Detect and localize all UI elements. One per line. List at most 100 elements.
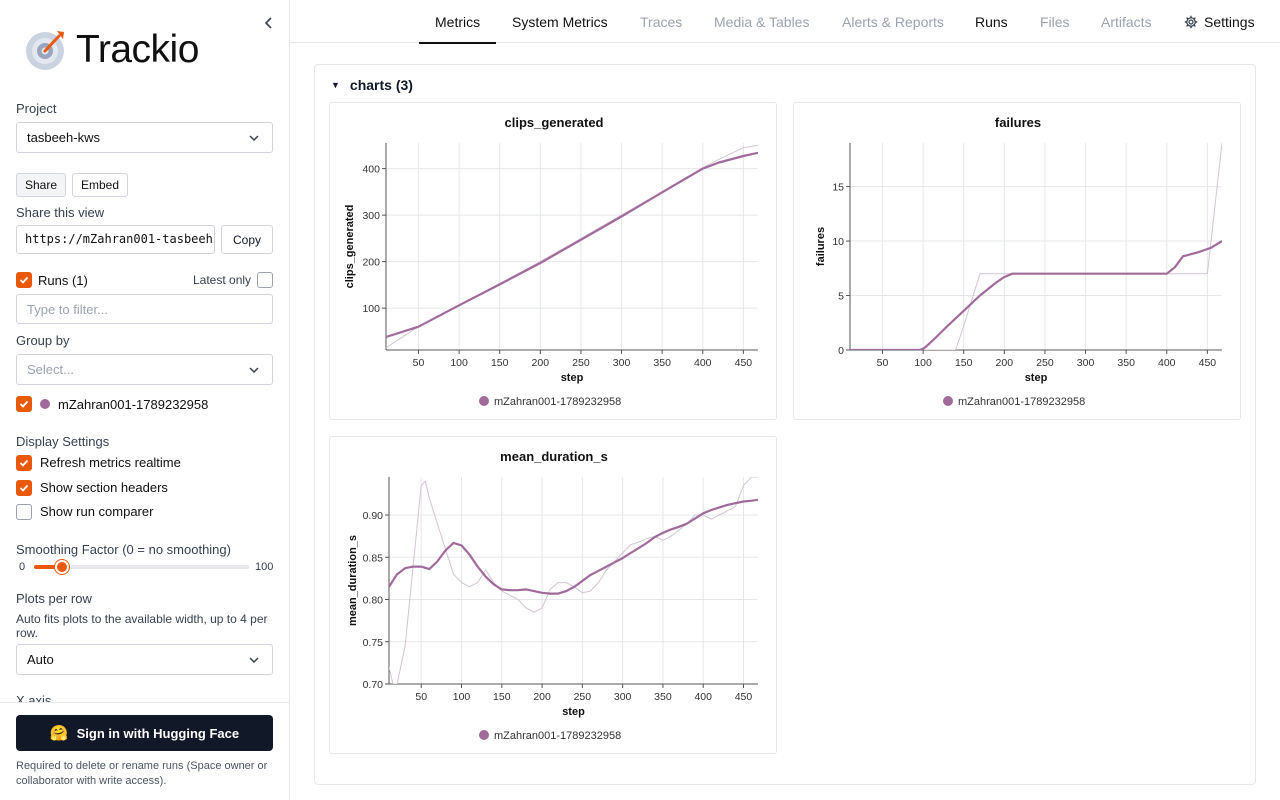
gear-icon [1184,15,1198,28]
y-tick-label: 300 [362,210,380,222]
latest-only-checkbox[interactable] [257,272,273,288]
tab-settings[interactable]: Settings [1184,0,1255,43]
embed-tab-button[interactable]: Embed [72,173,129,197]
settings-label: Settings [1204,13,1255,30]
project-label: Project [16,101,57,116]
y-tick-label: 0.75 [363,637,384,649]
share-view-label: Share this view [16,205,105,220]
x-tick-label: 350 [1117,357,1135,369]
legend-label: mZahran001-1789232958 [958,396,1085,408]
smoothing-slider[interactable] [34,560,249,574]
collapse-sidebar-button[interactable] [260,14,278,32]
smoothed-series-line [389,498,758,595]
section-headers-checkbox[interactable] [16,480,32,496]
smoothing-slider-fill [34,565,62,569]
smoothing-slider-thumb[interactable] [54,560,69,574]
smoothed-series-line [386,151,758,339]
runs-label: Runs (1) [38,273,88,288]
y-axis-label: failures [815,227,827,266]
legend-label: mZahran001-1789232958 [494,730,621,742]
latest-only-label: Latest only [193,273,252,287]
x-tick-label: 450 [735,691,753,703]
tab-media-tables[interactable]: Media & Tables [714,13,810,30]
tab-artifacts[interactable]: Artifacts [1101,13,1152,30]
plots-per-row-value: Auto [27,652,54,667]
x-tick-label: 300 [614,691,632,703]
project-select-value: tasbeeh-kws [27,130,100,145]
y-tick-label: 0 [838,345,844,357]
plots-per-row-select[interactable]: Auto [16,644,273,675]
chart-card-mean-duration: mean_duration_s 50 100 150 200 250 300 350 400 45… [329,436,777,754]
chart-card-failures: failures 50 100 150 200 250 300 350 400 450 0 5 10 15… [793,102,1241,420]
tab-system-metrics[interactable]: System Metrics [512,13,608,30]
check-icon [19,400,29,408]
y-axis-label: clips_generated [344,205,356,289]
tab-metrics[interactable]: Metrics [418,0,497,44]
x-tick-label: 250 [574,691,592,703]
legend-marker [479,396,489,406]
x-axis-label: step [1025,372,1048,384]
raw-series-line [386,144,758,349]
charts-panel: ▼ charts (3) [314,64,1256,785]
tab-alerts-reports[interactable]: Alerts & Reports [842,13,944,30]
sign-in-hugging-face-button[interactable]: 🤗 Sign in with Hugging Face [16,715,273,751]
x-axis-label: step [562,706,585,718]
run-filter-input[interactable]: Type to filter... [16,294,273,324]
tab-files[interactable]: Files [1040,13,1070,30]
y-tick-label: 0.70 [363,679,384,691]
x-tick-label: 400 [1158,357,1176,369]
sign-in-label: Sign in with Hugging Face [76,725,240,741]
x-tick-label: 450 [1199,357,1217,369]
chevron-down-icon [249,367,259,374]
check-icon [19,459,29,467]
project-select[interactable]: tasbeeh-kws [16,122,273,153]
x-tick-label: 100 [914,357,932,369]
refresh-realtime-label: Refresh metrics realtime [40,455,181,470]
x-tick-label: 300 [613,357,631,369]
x-tick-label: 200 [533,691,551,703]
runs-checkbox[interactable] [16,272,32,288]
sidebar: Trackio Project tasbeeh-kws Share Embed … [0,0,290,800]
smoothing-max-label: 100 [255,561,274,573]
x-tick-label: 400 [694,357,712,369]
charts-accordion-header[interactable]: ▼ charts (3) [331,77,413,93]
copy-button[interactable]: Copy [221,225,273,254]
group-by-select[interactable]: Select... [16,354,273,385]
y-tick-label: 200 [362,257,380,269]
share-tab-button[interactable]: Share [16,173,67,197]
y-tick-label: 400 [362,164,380,176]
x-tick-label: 50 [415,691,427,703]
sign-in-note: Required to delete or rename runs (Space… [16,760,268,787]
x-tick-label: 200 [996,357,1014,369]
raw-series-line [850,143,1222,350]
x-tick-label: 50 [413,357,425,369]
run-color-dot [40,399,50,409]
tab-traces[interactable]: Traces [640,13,683,30]
x-tick-label: 200 [532,357,550,369]
refresh-realtime-checkbox[interactable] [16,455,32,471]
y-tick-label: 15 [832,182,844,194]
y-tick-label: 0.85 [363,552,384,564]
x-tick-label: 150 [955,357,973,369]
chevron-down-icon [249,657,259,664]
x-tick-label: 450 [735,357,753,369]
logo-text: Trackio [76,27,199,71]
target-logo-icon [26,31,64,70]
x-axis-label: X axis [16,693,52,702]
check-icon [19,484,29,492]
tab-runs[interactable]: Runs [975,13,1008,30]
run-comparer-checkbox[interactable] [16,504,32,520]
sidebar-scroll-area[interactable]: Trackio Project tasbeeh-kws Share Embed … [0,0,289,702]
y-tick-label: 0.80 [363,595,384,607]
display-settings-label: Display Settings [16,434,110,449]
x-tick-label: 250 [1036,357,1054,369]
chart-svg: mean_duration_s 50 100 150 200 250 300 350 400 45… [347,449,758,742]
run-checkbox[interactable] [16,396,32,412]
plots-per-row-label: Plots per row [16,591,92,606]
share-url-field[interactable]: https://mZahran001-tasbeeh-kws.hf.space [16,225,215,254]
x-tick-label: 150 [491,357,509,369]
legend-marker [479,730,489,740]
x-tick-label: 100 [450,357,468,369]
logo: Trackio [24,26,199,72]
hugging-face-icon: 🤗 [49,725,69,742]
